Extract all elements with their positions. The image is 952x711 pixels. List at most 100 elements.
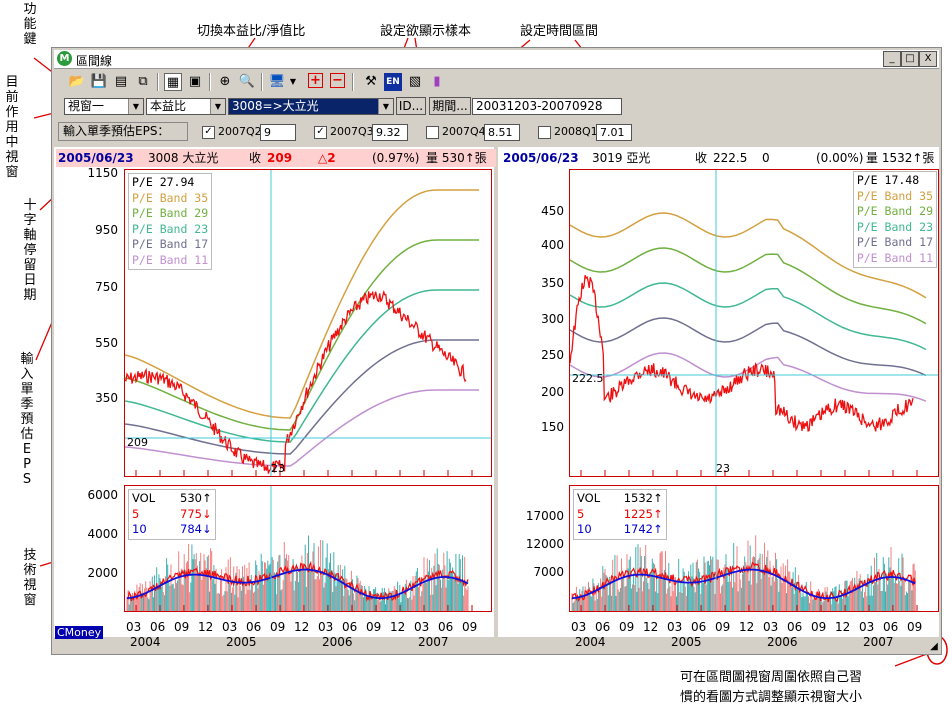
price-line: [570, 274, 914, 432]
minimize-button[interactable]: _: [883, 51, 901, 67]
right-price-plot[interactable]: P/E 17.48 P/E Band 35 P/E Band 29 P/E Ba…: [569, 169, 939, 477]
left-x-month-label: 09: [270, 620, 286, 634]
crosshair-icon[interactable]: ⊕: [219, 74, 231, 89]
right-x-month-label: 09: [907, 620, 923, 634]
window-icon[interactable]: ▣: [188, 74, 202, 89]
period-button[interactable]: 期間...: [429, 97, 471, 115]
left-close-label: 收: [249, 151, 262, 165]
left-x-month-label: 12: [294, 620, 310, 634]
left-x-year-label: 2005: [226, 635, 257, 649]
eps-label-2007q2: 2007Q2: [218, 125, 262, 138]
right-volume-svg: [571, 486, 918, 611]
right-info-bar: 2005/06/23 3019 亞光 收 222.5 0 (0.00%) 量 1…: [500, 149, 940, 167]
eps-checkbox-2007q4[interactable]: [426, 126, 439, 139]
eps-row: 輸入單季預估EPS： ✓ 2007Q2 9 ✓ 2007Q3 9.32 2007…: [54, 120, 939, 144]
book-icon[interactable]: ▮: [433, 74, 441, 89]
right-legend-band17: P/E Band 17: [856, 235, 933, 249]
arrow-icon: ↑: [653, 506, 663, 521]
ratio-select[interactable]: 本益比 ▼: [146, 98, 226, 115]
right-ytick: 150: [541, 420, 564, 434]
right-ytick: 350: [541, 276, 564, 290]
left-x-month-label: 12: [198, 620, 214, 634]
window-select[interactable]: 視窗一 ▼: [64, 98, 144, 115]
close-button[interactable]: X: [919, 51, 937, 67]
right-ytick: 200: [541, 385, 564, 399]
eps-checkbox-2008q1[interactable]: [538, 126, 551, 139]
right-price-svg: [570, 170, 938, 476]
chevron-down-icon[interactable]: ▼: [210, 99, 225, 114]
right-x-month-label: 03: [859, 620, 875, 634]
right-x-month-label: 09: [811, 620, 827, 634]
right-x-month-label: 09: [619, 620, 635, 634]
right-volume-plot[interactable]: VOL 1532↑ 5 1225↑ 10 1742↑: [569, 485, 939, 612]
left-stock: 3008 大立光: [148, 151, 219, 165]
export-icon[interactable]: ▤: [114, 74, 128, 89]
tool-icon[interactable]: ⚒: [365, 74, 377, 89]
right-ytick: 250: [541, 348, 564, 362]
right-date: 2005/06/23: [503, 151, 579, 165]
zoom-icon[interactable]: 🔍: [238, 74, 256, 89]
ma5-value: 1225: [623, 506, 653, 521]
right-close: 222.5: [713, 151, 748, 165]
left-x-month-label: 09: [366, 620, 382, 634]
eps-input-2007q2[interactable]: 9: [260, 124, 296, 141]
id-button[interactable]: ID...: [396, 97, 426, 115]
left-x-year-label: 2004: [130, 635, 161, 649]
eps-input-2007q3[interactable]: 9.32: [372, 124, 408, 141]
right-legend-band35: P/E Band 35: [856, 188, 933, 203]
pe-band-line: [570, 212, 927, 299]
eps-checkbox-2007q3[interactable]: ✓: [314, 126, 327, 139]
plus-icon[interactable]: +: [308, 73, 323, 88]
eps-checkbox-2007q2[interactable]: ✓: [202, 126, 215, 139]
annotation-function-keys: 功能鍵: [23, 2, 37, 47]
annotation-crosshair-date: 十字軸停留日期: [23, 198, 37, 303]
left-vol-ytick: 2000: [87, 566, 118, 580]
eps-input-2008q1[interactable]: 7.01: [596, 124, 632, 141]
vol-name: VOL: [577, 491, 601, 505]
chevron-down-icon[interactable]: ▼: [128, 99, 143, 114]
right-vol-legend: VOL 1532↑ 5 1225↑ 10 1742↑: [573, 489, 667, 540]
left-volume-plot[interactable]: VOL 530↑ 5 775↓ 10 784↓: [124, 485, 492, 612]
right-x-month-label: 03: [571, 620, 587, 634]
left-x-month-label: 03: [222, 620, 238, 634]
maximize-button[interactable]: □: [901, 51, 919, 67]
grid-icon[interactable]: ▦: [164, 73, 182, 91]
right-legend-band23: P/E Band 23: [856, 219, 933, 234]
open-icon[interactable]: 📂: [68, 74, 86, 89]
ma10-name: 10: [577, 522, 592, 536]
arrow-icon: ↑: [653, 522, 663, 536]
left-ytick: 950: [95, 223, 118, 237]
left-legend-band29: P/E Band 29: [132, 206, 209, 220]
right-legend-pe: P/E 17.48: [856, 173, 920, 187]
left-x-month-label: 06: [438, 620, 454, 634]
ma5-name: 5: [577, 506, 585, 521]
period-field[interactable]: 20031203-20070928: [472, 98, 622, 115]
right-legend-band11: P/E Band 11: [856, 250, 933, 265]
left-ytick: 750: [95, 280, 118, 294]
monitor-icon[interactable]: 🖥: [268, 74, 286, 89]
left-close: 209: [267, 151, 293, 165]
left-price-plot[interactable]: P/E 27.94 P/E Band 35 P/E Band 29 P/E Ba…: [124, 169, 492, 477]
left-info-bar: 2005/06/23 3008 大立光 收 209 △2 (0.97%) 量 5…: [56, 149, 496, 167]
chevron-down-icon[interactable]: ▼: [378, 99, 393, 114]
pe-band-line: [570, 282, 927, 351]
copy-icon[interactable]: ⧉: [138, 74, 148, 89]
resize-grip-icon[interactable]: ◢: [930, 641, 938, 652]
toolbar: 📂 💾 ▤ ⧉ ▦ ▣ ⊕ 🔍 🖥 ▼ + − ⚒ EN ▧ ▮: [54, 70, 939, 94]
left-x-month-label: 12: [390, 620, 406, 634]
stock-select[interactable]: 3008=>大立光 ▼: [228, 98, 394, 115]
minus-icon[interactable]: −: [330, 73, 345, 88]
left-x-year-label: 2007: [418, 635, 449, 649]
title-bar[interactable]: M 區間線 _ □ X: [54, 50, 939, 69]
eps-input-2007q4[interactable]: 8.51: [484, 124, 520, 141]
left-pct: (0.97%): [372, 151, 420, 165]
chart-icon[interactable]: ▧: [408, 74, 422, 89]
right-vol-ytick: 12000: [525, 537, 564, 551]
pe-band-line: [125, 389, 479, 467]
left-ytick: 550: [95, 336, 118, 350]
left-volume-svg: [126, 486, 473, 611]
save-icon[interactable]: 💾: [90, 74, 108, 89]
en-icon[interactable]: EN: [384, 73, 402, 91]
left-x-month-label: 03: [126, 620, 142, 634]
dropdown-arrow-icon[interactable]: ▼: [289, 77, 297, 86]
